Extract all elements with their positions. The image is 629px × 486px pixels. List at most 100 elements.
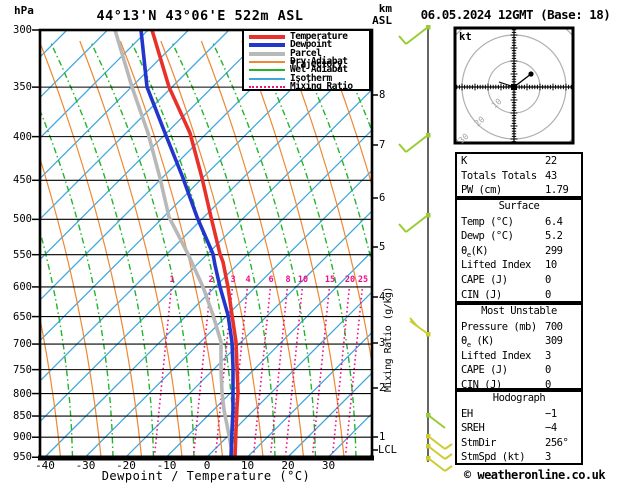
indices-row-value: −1 — [545, 407, 557, 420]
background-grid — [40, 30, 372, 457]
indices-row: K 22 — [457, 154, 581, 169]
mixing-ratio-value-label: 4 — [245, 275, 251, 285]
wind-barb — [426, 444, 453, 460]
mixing-ratio-grid — [153, 286, 364, 457]
indices-row-label: EH — [461, 407, 473, 420]
pressure-tick-label: 450 — [13, 174, 32, 187]
km-tick-label: 6 — [379, 192, 386, 204]
indices-row-value: 3 — [545, 451, 551, 464]
temperature-tick-label: 20 — [281, 459, 295, 472]
temperature-tick-label: -30 — [75, 459, 96, 472]
temperature-tick-label: 10 — [240, 459, 255, 472]
indices-row-value: 43 — [545, 169, 557, 182]
indices-box-header: Surface — [498, 200, 540, 212]
legend-item: Dry Adiabat — [244, 55, 369, 67]
indices-row-label: Totals Totals — [461, 169, 537, 182]
km-tick-label: 1 — [379, 431, 386, 443]
pressure-tick-label: 800 — [13, 387, 32, 400]
indices-row-value: 10 — [545, 259, 557, 272]
legend-swatch-dry-adiabat — [249, 60, 285, 63]
parcel-trajectory-curve — [113, 30, 235, 457]
legend-label: Isotherm — [290, 72, 332, 84]
legend-swatch-wet-adiabat — [249, 69, 285, 72]
dry-adiabat-grid — [40, 40, 372, 457]
pressure-tick-label: 600 — [13, 280, 32, 293]
legend-label: Dewpoint — [290, 39, 332, 51]
indices-row-value: 5.2 — [545, 230, 563, 243]
pressure-tick-label: 900 — [13, 431, 32, 444]
legend-item: Temperature — [244, 31, 369, 42]
indices-row-label: Dewp (°C) — [461, 230, 514, 243]
indices-row: EH −1 — [457, 407, 581, 422]
indices-row-label: StmSpd (kt) — [461, 451, 526, 464]
indices-row: Totals Totals 43 — [457, 169, 581, 184]
indices-row-value: 0 — [545, 288, 551, 301]
mixing-ratio-value-label: 6 — [268, 275, 274, 285]
indices-row-value: −4 — [545, 422, 557, 435]
indices-row: CIN (J) 0 — [457, 378, 581, 393]
temperature-tick-label: -40 — [35, 459, 55, 472]
mixing-ratio-value-label: 2 — [208, 275, 214, 285]
temperature-tick-label: -10 — [156, 459, 177, 472]
legend-swatch-parcel-trajectory — [249, 51, 285, 56]
legend-item: Wet Adiabat — [244, 64, 369, 75]
temperature-tick-label: 30 — [321, 459, 336, 472]
km-tick-label: 5 — [379, 241, 386, 253]
wind-barb — [398, 133, 431, 153]
mixing-ratio-value-label: 3 — [230, 275, 236, 285]
legend-swatch-dewpoint — [249, 43, 285, 48]
indices-row-label: CIN (J) — [461, 378, 502, 391]
altitude-unit-km-label: km — [378, 2, 392, 15]
legend-item: Dewpoint — [244, 39, 369, 51]
mixing-ratio-value-label: 20 — [344, 275, 356, 285]
page-title: 44°13'N 43°06'E 522m ASL — [96, 8, 304, 24]
indices-row-label: CAPE (J) — [461, 364, 508, 377]
altitude-unit-asl-label: ASL — [372, 14, 392, 27]
wind-barb — [426, 434, 453, 450]
pressure-tick-label: 400 — [13, 130, 32, 143]
indices-row: CIN (J) 0 — [457, 288, 581, 303]
legend-swatch-mixing-ratio — [249, 85, 285, 88]
wind-barb — [426, 456, 453, 472]
indices-box: Surface Temp (°C) 6.4 Dewp (°C) 5.2 θe(K) 299 L… — [455, 198, 583, 303]
indices-box-header: Hodograph — [492, 392, 546, 404]
wet-adiabat-grid — [40, 40, 372, 457]
indices-row-value: 309 — [545, 335, 563, 348]
temperature-tick-label: -20 — [116, 459, 136, 472]
indices-row: StmSpd (kt) 3 — [457, 450, 581, 465]
indices-row: StmDir 256° — [457, 436, 581, 451]
mixing-ratio-value-label: 10 — [297, 275, 309, 285]
dewpoint-curve — [139, 30, 235, 457]
mixing-ratio-value-label: 25 — [357, 275, 369, 285]
km-tick-label: 7 — [379, 139, 386, 151]
pressure-unit-label: hPa — [14, 4, 34, 17]
temperature-tick-label: 0 — [203, 459, 211, 472]
legend-item: Mixing Ratio — [244, 80, 369, 92]
indices-row-label: PW (cm) — [461, 184, 502, 197]
indices-row: Temp (°C) 6.4 — [457, 215, 581, 230]
indices-row: Dewp (°C) 5.2 — [457, 229, 581, 244]
indices-row-label: K — [461, 155, 467, 167]
indices-row-value: 0 — [545, 364, 551, 377]
legend-label: Mixing Ratio — [290, 80, 353, 92]
pressure-tick-label: 850 — [13, 410, 32, 423]
pressure-tick-label: 300 — [13, 24, 32, 36]
wind-barb — [409, 317, 431, 337]
wind-barb — [426, 413, 446, 429]
indices-box: Most Unstable Pressure (mb) 700 θe (K) 309 Li… — [455, 303, 583, 393]
indices-row-label: CAPE (J) — [461, 273, 508, 286]
wind-barb — [398, 25, 431, 45]
isobar-lines — [40, 86, 372, 438]
km-tick-label: 4 — [379, 291, 386, 303]
indices-row: SREH −4 — [457, 421, 581, 436]
hodograph-unit-label: kt — [459, 31, 472, 43]
hodograph — [453, 26, 575, 145]
indices-row: CAPE (J) 0 — [457, 363, 581, 378]
indices-row: θe(K) 299 — [457, 244, 581, 259]
hodograph-rings — [455, 28, 573, 143]
lcl-label: LCL — [378, 444, 397, 456]
indices-row-label: Temp (°C) — [461, 215, 514, 228]
legend-label: Dry Adiabat — [290, 55, 348, 67]
